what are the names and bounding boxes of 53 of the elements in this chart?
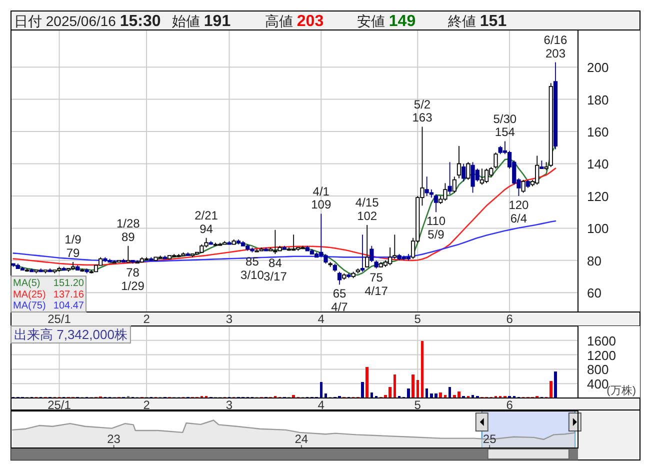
x-tick-label: 24 (294, 432, 308, 446)
y-tick-label: 200 (587, 60, 609, 76)
annotation: 出来高 7,342,000株 (14, 327, 128, 342)
x-tick-label: 4 (318, 312, 325, 326)
annotation: 84 3/17 (264, 256, 288, 284)
annotation: 4/1 109 (311, 184, 332, 212)
annotation: 1/9 79 (64, 232, 82, 260)
annotation: 85 3/10 (240, 254, 264, 282)
annotation: 110 5/9 (426, 214, 446, 242)
annotation: 1/28 89 (116, 216, 140, 244)
annotation: 日付 2025/06/16 15:30 (14, 13, 161, 30)
x-tick-label: 3 (226, 312, 233, 326)
text: MA(25) (13, 289, 46, 300)
x-tick-label: 5 (414, 312, 422, 326)
x-tick-label: 6 (506, 312, 514, 326)
x-tick-label: 25 (482, 432, 497, 446)
series-label: MA(5) (13, 278, 40, 290)
y-tick-label: 1600 (587, 333, 616, 348)
y-tick-label: 80 (587, 253, 602, 268)
x-tick-label: 25/1 (48, 398, 72, 412)
y-tick-label: 800 (587, 362, 609, 378)
annotation: 6/16 203 (544, 32, 568, 60)
y-tick-label: 180 (587, 92, 609, 108)
y-tick-label: 1200 (587, 348, 616, 363)
annotation: 5/30 154 (493, 112, 517, 140)
annotation: 120 6/4 (508, 198, 530, 226)
annotation: 4/15 102 (355, 196, 380, 224)
annotation: 高値 203 (265, 13, 324, 30)
y-tick-label: 120 (587, 188, 609, 204)
annotation: 2/21 94 (194, 208, 218, 236)
x-tick-label: 6 (506, 398, 514, 412)
x-tick-label: 2 (143, 398, 150, 412)
annotation: 始値 191 (172, 13, 231, 30)
text: MA(75) (13, 300, 46, 312)
annotation: 安値 149 (357, 13, 416, 30)
x-tick-label: 5 (414, 398, 422, 412)
annotation: 65 4/7 (331, 286, 348, 314)
y-tick-label: 60 (587, 286, 602, 301)
x-tick-label: 3 (226, 398, 233, 412)
annotation: 78 1/29 (121, 266, 145, 294)
annotation: 137.16 (53, 289, 84, 300)
annotation: 終値 151 (447, 13, 507, 30)
annotation: 75 4/17 (364, 270, 388, 298)
annotation: 104.47 (53, 300, 84, 312)
annotation: 5/2 163 (412, 97, 433, 125)
x-tick-label: 23 (107, 432, 121, 446)
y-tick-label: 140 (587, 156, 609, 172)
x-tick-label: 25/1 (48, 312, 72, 326)
y-tick-label: 160 (587, 124, 609, 140)
annotation: 151.20 (53, 278, 84, 290)
x-tick-label: 2 (143, 312, 150, 326)
x-tick-label: 4 (318, 398, 325, 412)
y-tick-label: 100 (587, 221, 609, 236)
